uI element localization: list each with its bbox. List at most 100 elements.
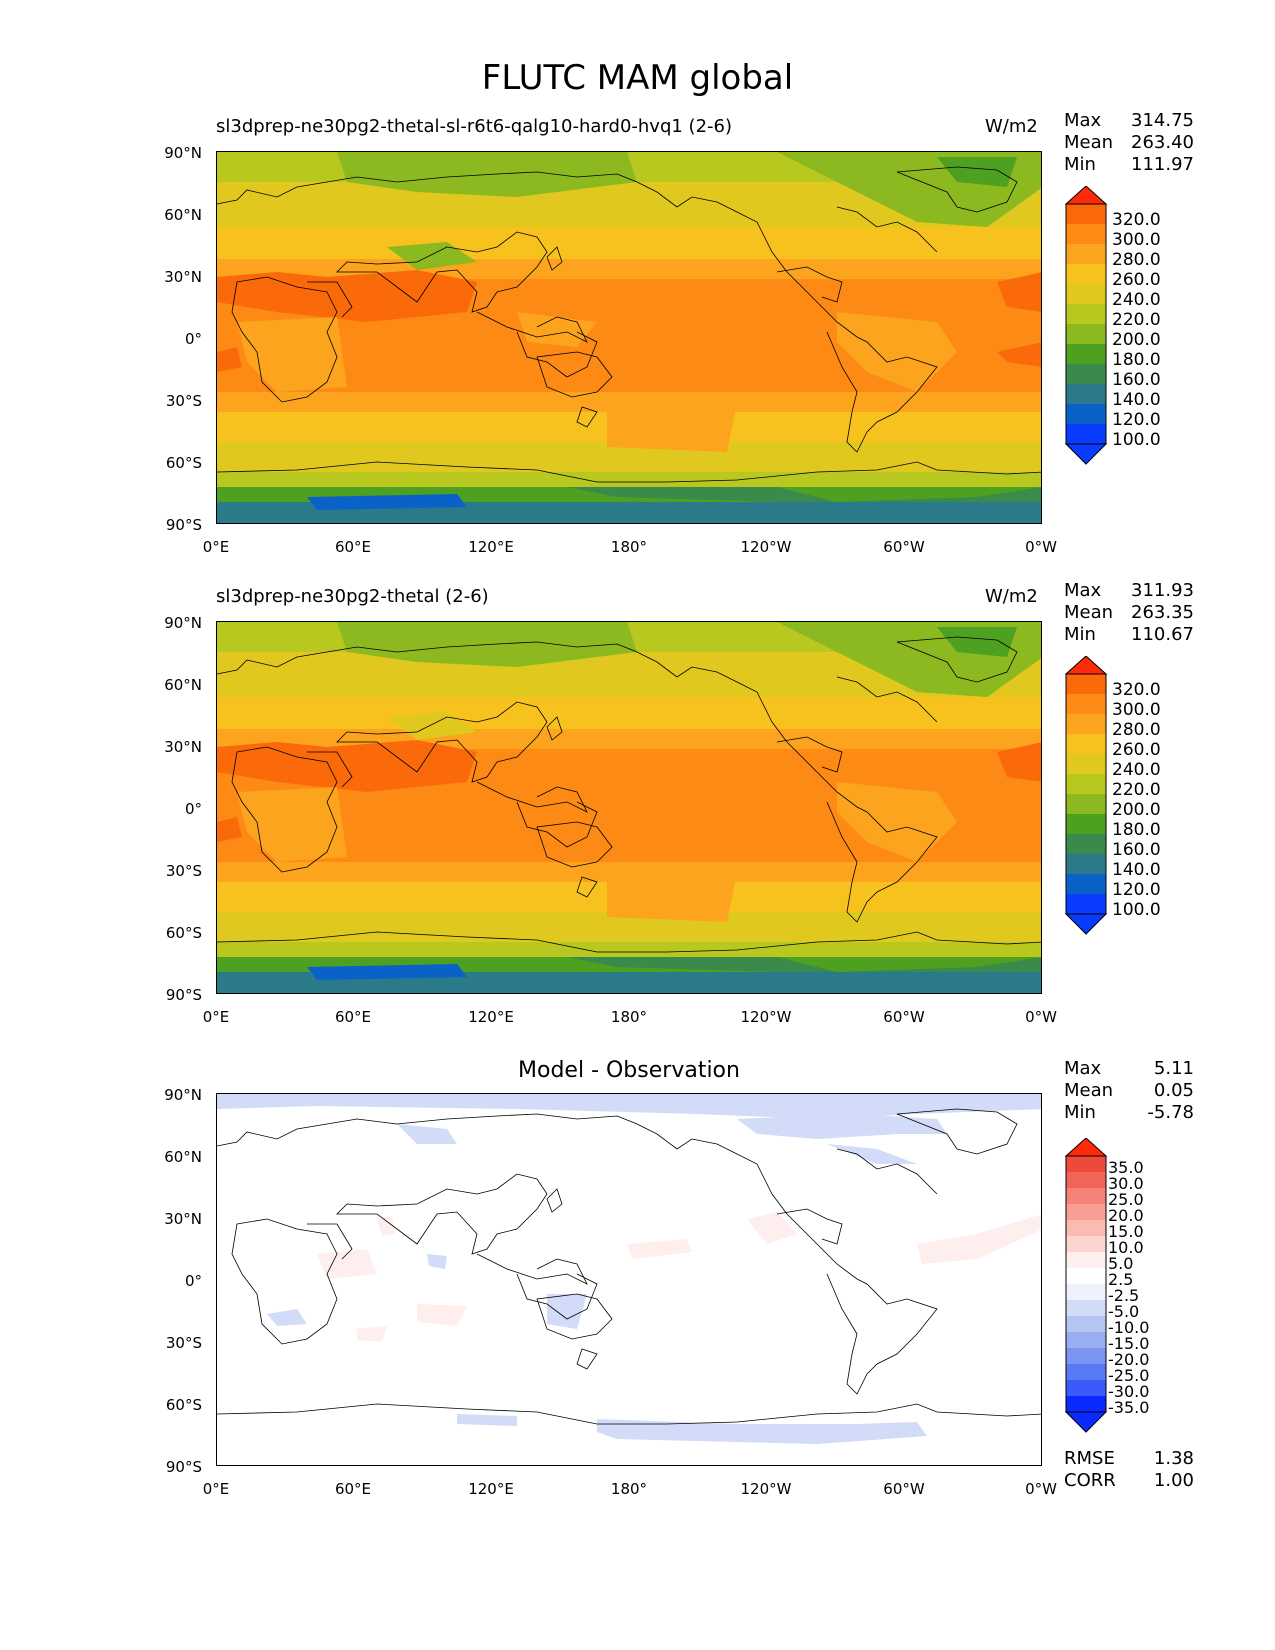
colorbar-tick: 240.0 (1112, 760, 1161, 780)
colorbar-tick: 120.0 (1112, 410, 1161, 430)
lon-label: 0°E (202, 538, 230, 556)
lat-label: 0° (184, 1272, 202, 1290)
lon-label: 60°E (334, 538, 372, 556)
map-panel-1 (216, 151, 1042, 524)
stat-value: 5.11 (1153, 1058, 1194, 1079)
stat-label: Mean (1064, 602, 1114, 623)
lat-label: 90°N (164, 1086, 202, 1104)
colorbar-tick: -20.0 (1108, 1350, 1150, 1369)
lat-label: 30°N (164, 268, 202, 286)
lon-label: 120°W (740, 538, 792, 556)
lon-label: 60°E (334, 1008, 372, 1026)
colorbar-tick: 140.0 (1112, 860, 1161, 880)
lon-label: 60°W (883, 538, 925, 556)
stat-value: 110.67 (1131, 624, 1194, 645)
stat-value: 263.40 (1131, 132, 1194, 153)
lat-label: 60°S (165, 454, 202, 472)
stat-label: Min (1064, 624, 1096, 645)
colorbar-tick: -5.0 (1108, 1302, 1140, 1321)
colorbar-tick: -15.0 (1108, 1334, 1150, 1353)
panel-2-units: W/m2 (985, 586, 1038, 607)
colorbar-2 (1064, 656, 1108, 935)
stat-label: Max (1064, 580, 1102, 601)
lat-label: 60°S (165, 924, 202, 942)
stat-value: 111.97 (1131, 154, 1194, 175)
panel-3-title: Model - Observation (518, 1058, 740, 1083)
map-field-2 (217, 622, 1041, 993)
lon-label: 60°E (334, 1480, 372, 1498)
colorbar-tick: 2.5 (1108, 1270, 1134, 1289)
colorbar-tick: 160.0 (1112, 840, 1161, 860)
colorbar-tick: 100.0 (1112, 900, 1161, 920)
lon-label: 120°E (468, 1008, 514, 1026)
colorbar-tick: 20.0 (1108, 1206, 1144, 1225)
stat-label: Mean (1064, 1080, 1114, 1101)
colorbar-tick: 25.0 (1108, 1190, 1144, 1209)
colorbar-tick: 240.0 (1112, 290, 1161, 310)
lat-label: 30°S (165, 392, 202, 410)
stat-label: Max (1064, 1058, 1102, 1079)
lat-label: 90°S (165, 986, 202, 1004)
colorbar-1 (1064, 186, 1108, 465)
lon-label: 180° (610, 1480, 648, 1498)
stat-value: 1.00 (1153, 1470, 1194, 1491)
stat-value: 311.93 (1131, 580, 1194, 601)
lon-label: 180° (610, 538, 648, 556)
stat-label: Min (1064, 154, 1096, 175)
stat-label: Mean (1064, 132, 1114, 153)
lat-label: 30°S (165, 1334, 202, 1352)
lon-label: 60°W (883, 1008, 925, 1026)
map-panel-3 (216, 1093, 1042, 1466)
colorbar-tick: -2.5 (1108, 1286, 1140, 1305)
panel-3-error-stats: RMSE 1.38 CORR 1.00 (1064, 1448, 1194, 1492)
lat-label: 30°N (164, 1210, 202, 1228)
colorbar-tick: 100.0 (1112, 430, 1161, 450)
panel-difference: Model - Observation Max 5.11 Mean 0.05 Min… (0, 940, 1275, 1500)
colorbar-tick: 200.0 (1112, 330, 1161, 350)
lon-label: 0°W (1025, 538, 1057, 556)
stat-value: 1.38 (1153, 1448, 1194, 1469)
colorbar-tick: 180.0 (1112, 820, 1161, 840)
stat-label: Max (1064, 110, 1102, 131)
colorbar-tick: 220.0 (1112, 310, 1161, 330)
colorbar-tick: 15.0 (1108, 1222, 1144, 1241)
lat-label: 60°N (164, 1148, 202, 1166)
colorbar-tick: -25.0 (1108, 1366, 1150, 1385)
colorbar-tick: 30.0 (1108, 1174, 1144, 1193)
lat-label: 90°N (164, 614, 202, 632)
map-panel-2 (216, 621, 1042, 994)
map-field-1 (217, 152, 1041, 523)
colorbar-tick: -30.0 (1108, 1382, 1150, 1401)
colorbar-tick: 120.0 (1112, 880, 1161, 900)
lat-label: 90°N (164, 144, 202, 162)
lat-label: 0° (184, 330, 202, 348)
lat-label: 60°S (165, 1396, 202, 1414)
lon-label: 120°E (468, 1480, 514, 1498)
colorbar-tick: 260.0 (1112, 740, 1161, 760)
panel-1-stats: Max 314.75 Mean 263.40 Min 111.97 (1064, 110, 1194, 176)
colorbar-tick: 320.0 (1112, 680, 1161, 700)
colorbar-tick: 280.0 (1112, 720, 1161, 740)
lat-label: 90°S (165, 1458, 202, 1476)
panel-reference: sl3dprep-ne30pg2-thetal (2-6) W/m2 Max 31… (0, 470, 1275, 1026)
stat-label: Min (1064, 1102, 1096, 1123)
lon-label: 60°W (883, 1480, 925, 1498)
lon-label: 0°W (1025, 1480, 1057, 1498)
stat-label: CORR (1064, 1470, 1116, 1491)
colorbar-tick: 10.0 (1108, 1238, 1144, 1257)
colorbar-tick: 35.0 (1108, 1158, 1144, 1177)
lat-label: 60°N (164, 206, 202, 224)
lon-label: 120°E (468, 538, 514, 556)
stat-value: -5.78 (1147, 1102, 1194, 1123)
lat-label: 90°S (165, 516, 202, 534)
lat-label: 60°N (164, 676, 202, 694)
panel-model: sl3dprep-ne30pg2-thetal-sl-r6t6-qalg10-h… (0, 0, 1275, 556)
lat-label: 30°S (165, 862, 202, 880)
colorbar-tick: 160.0 (1112, 370, 1161, 390)
colorbar-tick: 180.0 (1112, 350, 1161, 370)
colorbar-tick: 260.0 (1112, 270, 1161, 290)
panel-1-title: sl3dprep-ne30pg2-thetal-sl-r6t6-qalg10-h… (216, 116, 733, 137)
colorbar-tick: 220.0 (1112, 780, 1161, 800)
colorbar-3 (1064, 1138, 1108, 1433)
lon-label: 180° (610, 1008, 648, 1026)
